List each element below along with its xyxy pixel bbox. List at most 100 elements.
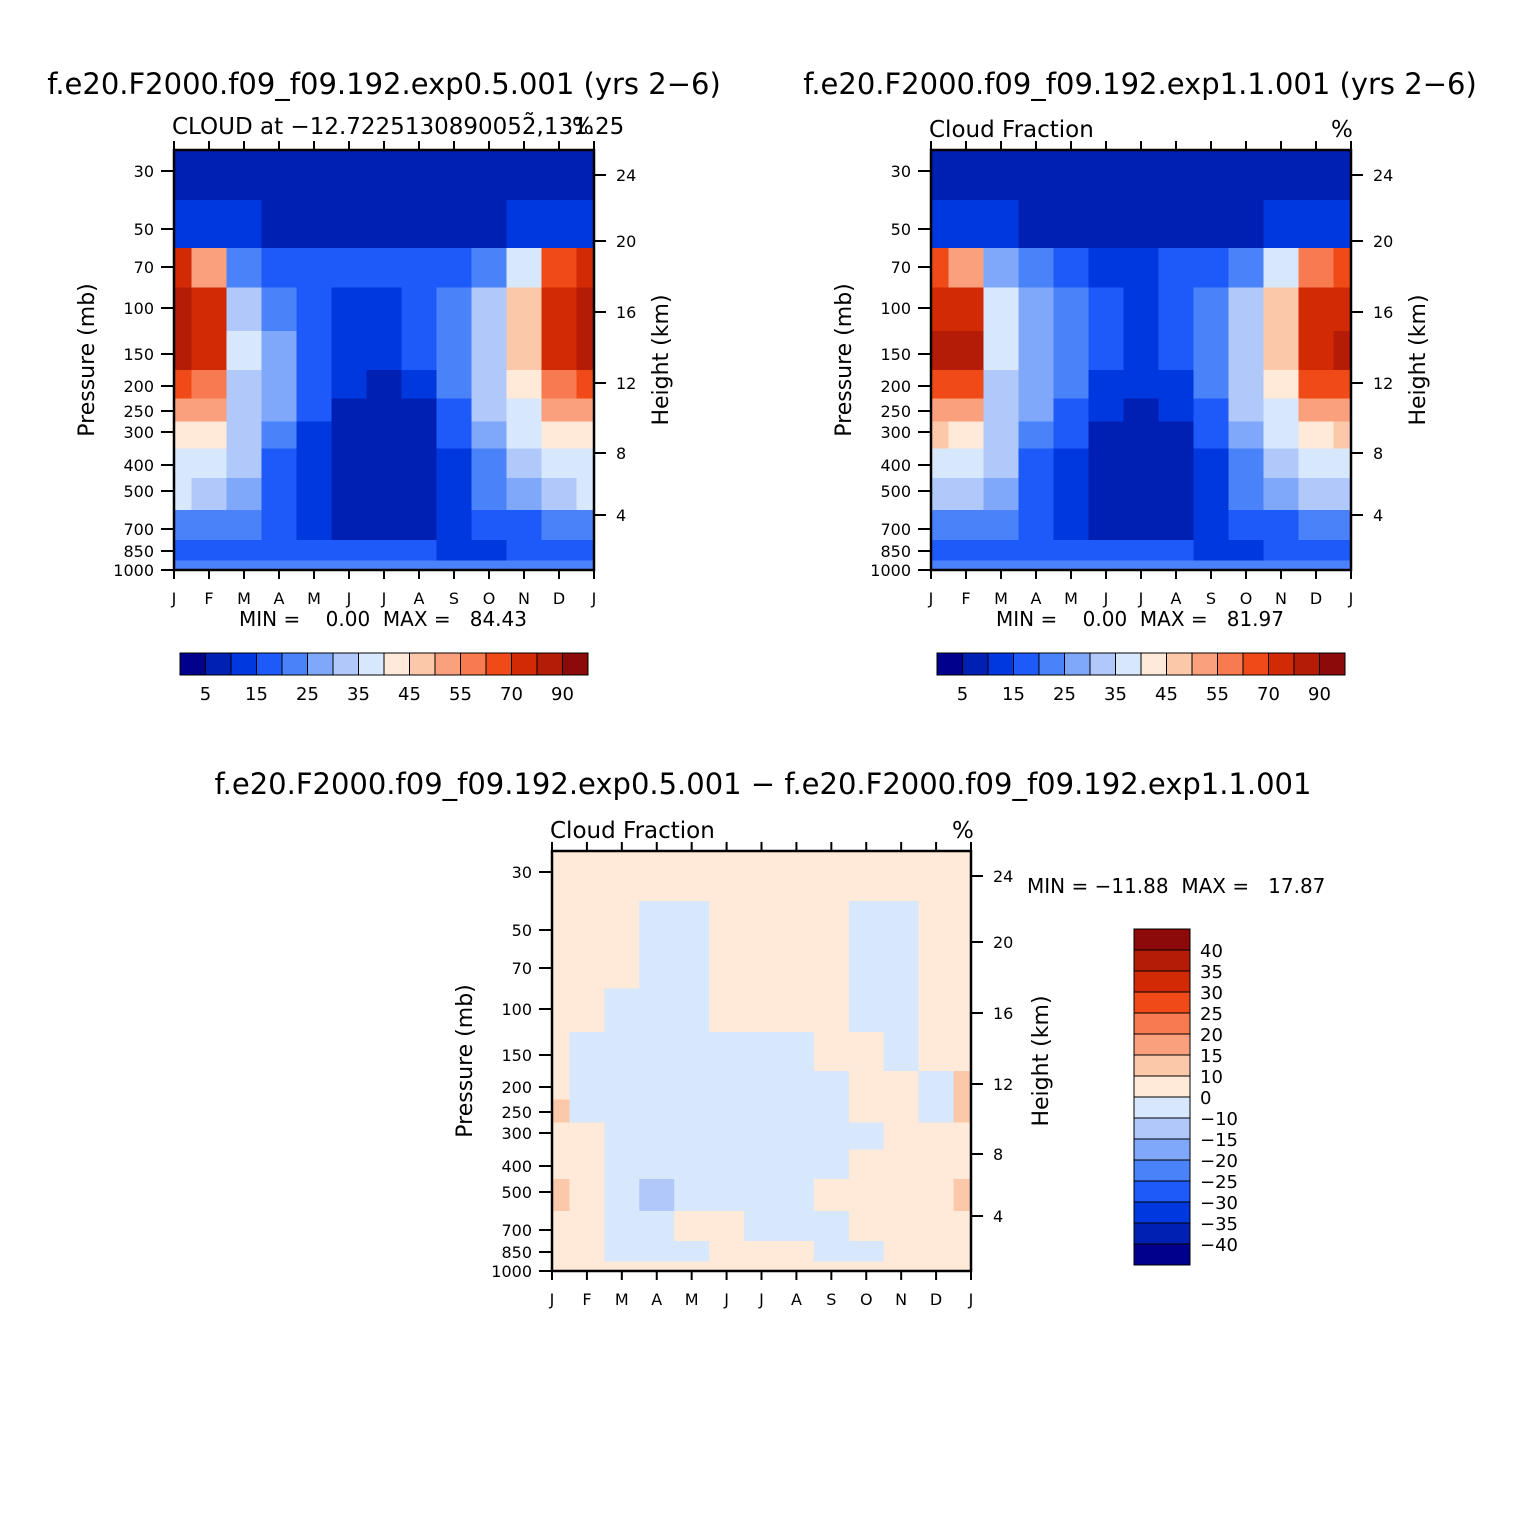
contour-cell bbox=[191, 478, 228, 511]
colorbar-box bbox=[1268, 652, 1295, 676]
x-tick-label: J bbox=[1103, 589, 1109, 608]
contour-cell bbox=[191, 398, 228, 423]
contour-cell bbox=[1263, 248, 1300, 289]
contour-cell bbox=[471, 560, 508, 571]
contour-cell bbox=[1088, 510, 1125, 541]
contour-cell bbox=[191, 560, 228, 571]
contour-cell bbox=[604, 901, 640, 950]
contour-cell bbox=[848, 1149, 885, 1180]
contour-cell bbox=[1263, 421, 1300, 450]
contour-cell bbox=[401, 540, 438, 562]
contour-cell bbox=[709, 1122, 745, 1151]
contour-cell bbox=[918, 1149, 955, 1180]
contour-cell bbox=[366, 200, 403, 249]
colorbar-box bbox=[511, 652, 538, 676]
contour-cell bbox=[436, 448, 473, 479]
contour-cell bbox=[569, 1032, 605, 1072]
contour-cell bbox=[1228, 398, 1265, 423]
contour-cell bbox=[552, 949, 571, 990]
y-tick-label: 70 bbox=[891, 258, 911, 277]
contour-cell bbox=[883, 949, 920, 990]
colorbar-label: 10 bbox=[1200, 1067, 1223, 1088]
contour-cell bbox=[1053, 398, 1090, 423]
contour-cell bbox=[401, 331, 438, 371]
contour-cell bbox=[883, 901, 920, 950]
contour-cell bbox=[366, 421, 403, 450]
x-tick-label: M bbox=[615, 1290, 629, 1309]
contour-cell bbox=[778, 1149, 815, 1180]
colorbar-box bbox=[1133, 970, 1191, 993]
x-tick-label: J bbox=[1138, 589, 1144, 608]
contour-cell bbox=[1228, 560, 1265, 571]
contour-cell bbox=[471, 478, 508, 511]
y-tick-label: 70 bbox=[134, 258, 154, 277]
contour-cell bbox=[778, 1071, 815, 1101]
contour-cell bbox=[401, 421, 438, 450]
contour-cell bbox=[506, 560, 543, 571]
contour-cell bbox=[848, 1211, 885, 1242]
contour-cell bbox=[674, 1099, 710, 1124]
contour-cell bbox=[1053, 331, 1090, 371]
colorbar-label: 25 bbox=[296, 684, 319, 705]
contour-cell bbox=[883, 1241, 920, 1263]
colorbar-box bbox=[562, 652, 589, 676]
contour-cell bbox=[1053, 478, 1090, 511]
contour-cell bbox=[401, 287, 438, 332]
contour-cell bbox=[1018, 478, 1055, 511]
contour-cell bbox=[366, 560, 403, 571]
contour-cell bbox=[744, 1149, 780, 1180]
colorbar-box bbox=[1133, 1243, 1191, 1266]
contour-cell bbox=[1053, 248, 1090, 289]
colorbar-label: −15 bbox=[1200, 1130, 1238, 1151]
y-tick-label: 200 bbox=[501, 1078, 532, 1097]
contour-cell bbox=[1193, 248, 1230, 289]
contour-cell bbox=[552, 1032, 571, 1072]
contour-cell bbox=[1088, 560, 1125, 571]
contour-cell bbox=[848, 1099, 885, 1124]
contour-cell bbox=[1333, 510, 1352, 541]
contour-cell bbox=[953, 1149, 972, 1180]
contour-cell bbox=[1193, 150, 1230, 201]
colorbar-label: 35 bbox=[1200, 962, 1223, 983]
contour-cell bbox=[983, 248, 1020, 289]
colorbar-label: 5 bbox=[200, 684, 211, 705]
colorbar-box bbox=[1133, 1201, 1191, 1224]
contour-cell bbox=[953, 1032, 972, 1072]
contour-cell bbox=[1333, 540, 1352, 562]
contour-cell bbox=[1123, 248, 1160, 289]
contour-cell bbox=[1263, 560, 1300, 571]
contour-cell bbox=[576, 331, 595, 371]
contour-cell bbox=[848, 949, 885, 990]
contour-cell bbox=[1088, 287, 1125, 332]
contour-cell bbox=[174, 421, 193, 450]
contour-cell bbox=[552, 1241, 571, 1263]
contour-cell bbox=[1053, 448, 1090, 479]
contour-cell bbox=[1228, 150, 1265, 201]
contour-cell bbox=[931, 150, 950, 201]
contour-cell bbox=[604, 851, 640, 902]
colorbar-box bbox=[1133, 1180, 1191, 1203]
colorbar-label: 25 bbox=[1053, 684, 1076, 705]
contour-cell bbox=[1018, 421, 1055, 450]
contour-cell bbox=[931, 478, 950, 511]
contour-cell bbox=[778, 851, 815, 902]
colorbar-box bbox=[1133, 1138, 1191, 1161]
contour-cell bbox=[778, 1122, 815, 1151]
contour-cell bbox=[401, 398, 438, 423]
contour-cell bbox=[1053, 370, 1090, 400]
contour-cell bbox=[744, 1211, 780, 1242]
x-tick-label: M bbox=[994, 589, 1008, 608]
contour-cell bbox=[1298, 248, 1335, 289]
contour-cell bbox=[471, 150, 508, 201]
colorbar-box bbox=[1293, 652, 1320, 676]
contour-cell bbox=[174, 331, 193, 371]
y-tick-label: 1000 bbox=[870, 561, 911, 580]
contour-cell bbox=[569, 1261, 605, 1272]
colorbar-label: 45 bbox=[1155, 684, 1178, 705]
contour-cell bbox=[174, 200, 193, 249]
colorbar-label: 90 bbox=[551, 684, 574, 705]
contour-cell bbox=[174, 398, 193, 423]
contour-cell bbox=[296, 478, 333, 511]
contour-cell bbox=[261, 370, 298, 400]
contour-cell bbox=[401, 370, 438, 400]
